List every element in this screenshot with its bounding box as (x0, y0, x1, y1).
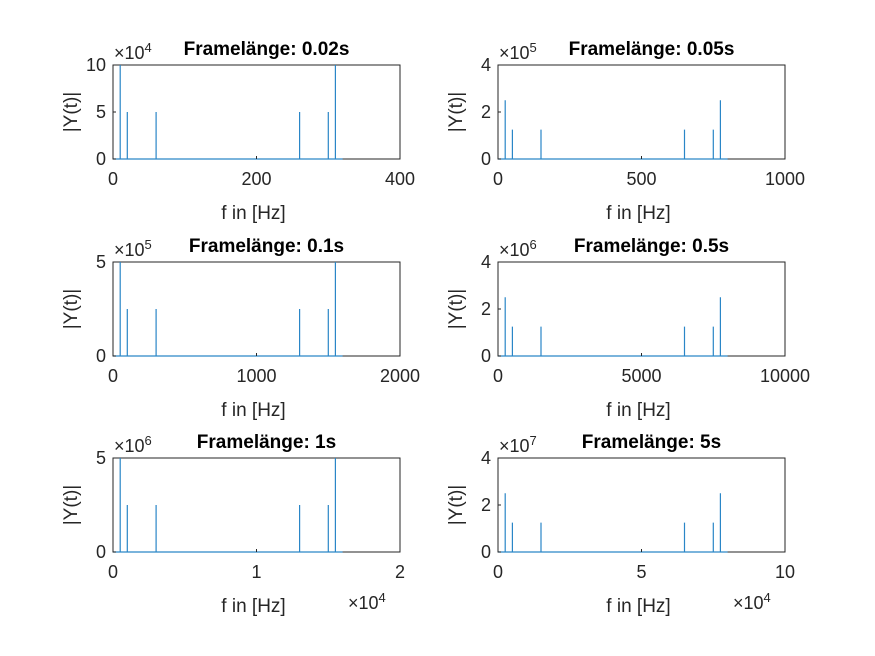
x-tick-label: 2000 (380, 366, 420, 386)
subplot-title: Framelänge: 0.05s (569, 39, 735, 60)
y-tick-label: 2 (481, 495, 491, 515)
plot-area (497, 261, 786, 357)
y-tick-label: 5 (96, 102, 106, 122)
y-tick-label: 0 (481, 149, 491, 169)
subplot-title: Framelänge: 1s (197, 432, 336, 453)
spectrum-line (113, 262, 343, 357)
x-tick-label: 1000 (236, 366, 276, 386)
y-exponent-label: ×105 (114, 237, 152, 260)
y-exponent-label: ×105 (499, 40, 537, 63)
x-tick-label: 0 (108, 169, 118, 189)
y-tick-label: 0 (96, 346, 106, 366)
subplot-title: Framelänge: 0.02s (184, 39, 350, 60)
subplot-4: 0 5000 10000 0 2 4 ×106 Framelänge: 0.5s f in [H… (446, 236, 810, 421)
spectrum-line (498, 100, 728, 160)
y-tick-label: 4 (481, 55, 491, 75)
y-axis-label: |Y(t)| (446, 485, 467, 525)
y-tick-label: 4 (481, 448, 491, 468)
x-exponent-label: ×104 (348, 590, 386, 613)
x-tick-label: 1 (251, 562, 261, 582)
spectrum-line (498, 493, 728, 553)
subplot-title: Framelänge: 0.1s (189, 236, 344, 257)
y-tick-label: 5 (96, 252, 106, 272)
x-tick-label: 10 (775, 562, 795, 582)
plot-area (112, 64, 401, 160)
plot-area (497, 457, 786, 553)
spectrum-line (498, 297, 728, 357)
subplot-6: 0 5 10 0 2 4 ×107 ×104 Framelänge: 5s f in [Hz] |Y… (446, 432, 795, 617)
x-tick-label: 0 (493, 169, 503, 189)
y-tick-label: 2 (481, 102, 491, 122)
subplot-title: Framelänge: 0.5s (574, 236, 729, 257)
x-tick-label: 0 (493, 562, 503, 582)
x-axis-label: f in [Hz] (221, 400, 285, 421)
x-axis-label: f in [Hz] (606, 203, 670, 224)
y-axis-label: |Y(t)| (61, 92, 82, 132)
subplot-2: 0 500 1000 0 2 4 ×105 Framelänge: 0.05s f in [Hz… (446, 39, 805, 224)
spectrum-line (113, 458, 343, 553)
y-tick-label: 10 (86, 55, 106, 75)
x-tick-label: 400 (385, 169, 415, 189)
y-exponent-label: ×107 (499, 433, 537, 456)
spectrum-line (113, 65, 343, 160)
y-tick-label: 0 (481, 346, 491, 366)
y-tick-label: 2 (481, 299, 491, 319)
x-axis-label: f in [Hz] (221, 203, 285, 224)
plot-area (497, 64, 786, 160)
plot-area (112, 457, 401, 553)
x-axis-label: f in [Hz] (606, 400, 670, 421)
x-tick-label: 500 (626, 169, 656, 189)
x-tick-label: 2 (395, 562, 405, 582)
subplot-1: 0 200 400 0 5 10 ×104 Framelänge: 0.02s f in [Hz… (61, 39, 415, 224)
x-tick-label: 0 (108, 366, 118, 386)
y-axis-label: |Y(t)| (446, 92, 467, 132)
y-exponent-label: ×106 (499, 237, 537, 260)
y-axis-label: |Y(t)| (61, 485, 82, 525)
y-tick-label: 0 (96, 542, 106, 562)
x-axis-label: f in [Hz] (606, 596, 670, 617)
x-tick-label: 0 (493, 366, 503, 386)
x-exponent-label: ×104 (733, 590, 771, 613)
y-axis-label: |Y(t)| (61, 289, 82, 329)
x-tick-label: 200 (241, 169, 271, 189)
y-tick-label: 5 (96, 448, 106, 468)
y-tick-label: 0 (481, 542, 491, 562)
y-tick-label: 0 (96, 149, 106, 169)
subplot-3: 0 1000 2000 0 5 ×105 Framelänge: 0.1s f in [Hz]… (61, 236, 420, 421)
x-tick-label: 0 (108, 562, 118, 582)
x-tick-label: 5000 (621, 366, 661, 386)
y-exponent-label: ×104 (114, 40, 152, 63)
x-axis-label: f in [Hz] (221, 596, 285, 617)
subplot-5: 0 1 2 0 5 ×106 ×104 Framelänge: 1s f in [Hz] |Y(t… (61, 432, 405, 617)
y-axis-label: |Y(t)| (446, 289, 467, 329)
subplot-title: Framelänge: 5s (582, 432, 721, 453)
y-tick-label: 4 (481, 252, 491, 272)
x-tick-label: 1000 (765, 169, 805, 189)
plot-area (112, 261, 401, 357)
x-tick-label: 10000 (760, 366, 810, 386)
y-exponent-label: ×106 (114, 433, 152, 456)
x-tick-label: 5 (636, 562, 646, 582)
